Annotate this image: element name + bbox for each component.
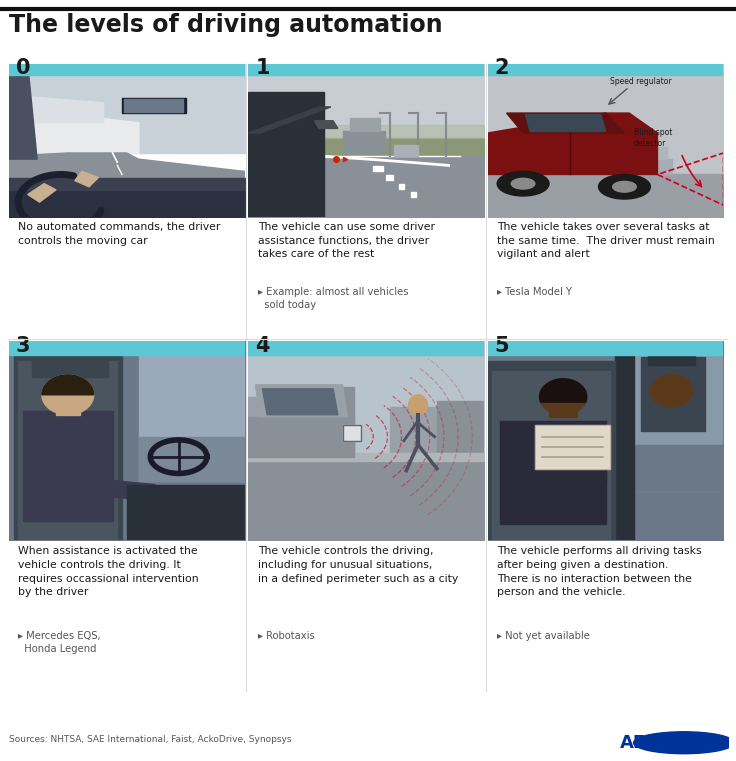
Ellipse shape [497, 171, 549, 196]
Polygon shape [124, 99, 183, 112]
Text: The vehicle can use some driver
assistance functions, the driver
takes care of t: The vehicle can use some driver assistan… [258, 222, 435, 260]
Polygon shape [535, 425, 610, 469]
Polygon shape [386, 175, 393, 180]
Text: When assistance is activated the
vehicle controls the driving. It
requires occas: When assistance is activated the vehicle… [18, 546, 199, 597]
Polygon shape [624, 147, 667, 159]
Polygon shape [411, 192, 416, 197]
Polygon shape [314, 121, 338, 129]
Text: ▸ Tesla Model Y: ▸ Tesla Model Y [497, 287, 572, 297]
Text: 3: 3 [16, 336, 30, 356]
Text: No automated commands, the driver
controls the moving car: No automated commands, the driver contro… [18, 222, 221, 246]
Polygon shape [641, 357, 704, 431]
Polygon shape [342, 425, 361, 441]
Polygon shape [488, 113, 657, 174]
Polygon shape [138, 437, 244, 481]
Polygon shape [390, 407, 437, 457]
Polygon shape [291, 412, 319, 457]
Polygon shape [500, 421, 606, 524]
Circle shape [634, 732, 735, 753]
Bar [9, 341, 244, 355]
Polygon shape [539, 379, 587, 415]
Polygon shape [350, 118, 381, 132]
Bar [248, 341, 484, 355]
Polygon shape [75, 171, 99, 186]
Polygon shape [248, 91, 324, 218]
Text: ▸ Mercedes EQS,
  Honda Legend: ▸ Mercedes EQS, Honda Legend [18, 631, 101, 654]
Polygon shape [549, 401, 577, 417]
Bar [535, 425, 610, 469]
Text: Blind spot
detector: Blind spot detector [634, 129, 672, 148]
Polygon shape [488, 361, 615, 540]
Text: ▸ Robotaxis: ▸ Robotaxis [258, 631, 314, 641]
Bar [488, 64, 723, 75]
Polygon shape [263, 389, 338, 415]
Text: ▸ Not yet available: ▸ Not yet available [497, 631, 590, 641]
Polygon shape [248, 417, 354, 457]
Text: The vehicle takes over several tasks at
the same time.  The driver must remain
v: The vehicle takes over several tasks at … [497, 222, 715, 260]
Polygon shape [651, 375, 693, 407]
Text: 4: 4 [255, 336, 270, 356]
Polygon shape [506, 113, 624, 133]
Polygon shape [13, 351, 122, 540]
Polygon shape [108, 481, 155, 501]
Text: 2: 2 [495, 58, 509, 78]
Polygon shape [32, 351, 108, 377]
Polygon shape [512, 457, 606, 481]
Text: AFP: AFP [620, 734, 659, 752]
Polygon shape [56, 401, 79, 415]
Polygon shape [624, 341, 723, 491]
Text: The vehicle controls the driving,
including for unusual situations,
in a defined: The vehicle controls the driving, includ… [258, 546, 458, 584]
Polygon shape [539, 379, 587, 402]
Text: Braking assistance
Speed regulator: Braking assistance Speed regulator [610, 67, 683, 87]
Text: 0: 0 [16, 58, 30, 78]
Polygon shape [42, 375, 93, 395]
Text: 1: 1 [255, 58, 270, 78]
Polygon shape [248, 396, 291, 457]
Polygon shape [127, 485, 244, 540]
Bar [9, 64, 244, 75]
Polygon shape [9, 64, 37, 159]
Polygon shape [618, 159, 672, 174]
Polygon shape [373, 166, 383, 170]
Polygon shape [23, 411, 113, 521]
Ellipse shape [612, 181, 636, 192]
Ellipse shape [512, 178, 535, 189]
Polygon shape [18, 361, 117, 540]
Polygon shape [437, 401, 484, 457]
Polygon shape [399, 184, 404, 189]
Text: Sources: NHTSA, SAE International, Faist, AckoDrive, Synopsys: Sources: NHTSA, SAE International, Faist… [9, 735, 291, 744]
Text: 5: 5 [495, 336, 509, 356]
Text: The levels of driving automation: The levels of driving automation [9, 13, 442, 37]
Bar [342, 425, 361, 441]
Polygon shape [122, 97, 185, 113]
Polygon shape [648, 345, 696, 365]
Polygon shape [28, 183, 56, 202]
Polygon shape [248, 107, 330, 133]
Polygon shape [255, 385, 347, 417]
Bar [248, 64, 484, 75]
Polygon shape [319, 387, 354, 457]
Text: ▸ Example: almost all vehicles
  sold today: ▸ Example: almost all vehicles sold toda… [258, 287, 408, 310]
Polygon shape [138, 341, 244, 481]
Polygon shape [492, 371, 610, 540]
Polygon shape [526, 115, 606, 132]
Bar [488, 341, 723, 355]
Polygon shape [624, 444, 723, 491]
Polygon shape [9, 153, 244, 218]
Ellipse shape [598, 174, 651, 199]
Polygon shape [342, 132, 385, 153]
Text: The vehicle performs all driving tasks
after being given a destination.
There is: The vehicle performs all driving tasks a… [497, 546, 702, 597]
Polygon shape [394, 145, 418, 156]
Polygon shape [615, 341, 634, 540]
Polygon shape [42, 375, 93, 415]
Polygon shape [408, 395, 428, 415]
